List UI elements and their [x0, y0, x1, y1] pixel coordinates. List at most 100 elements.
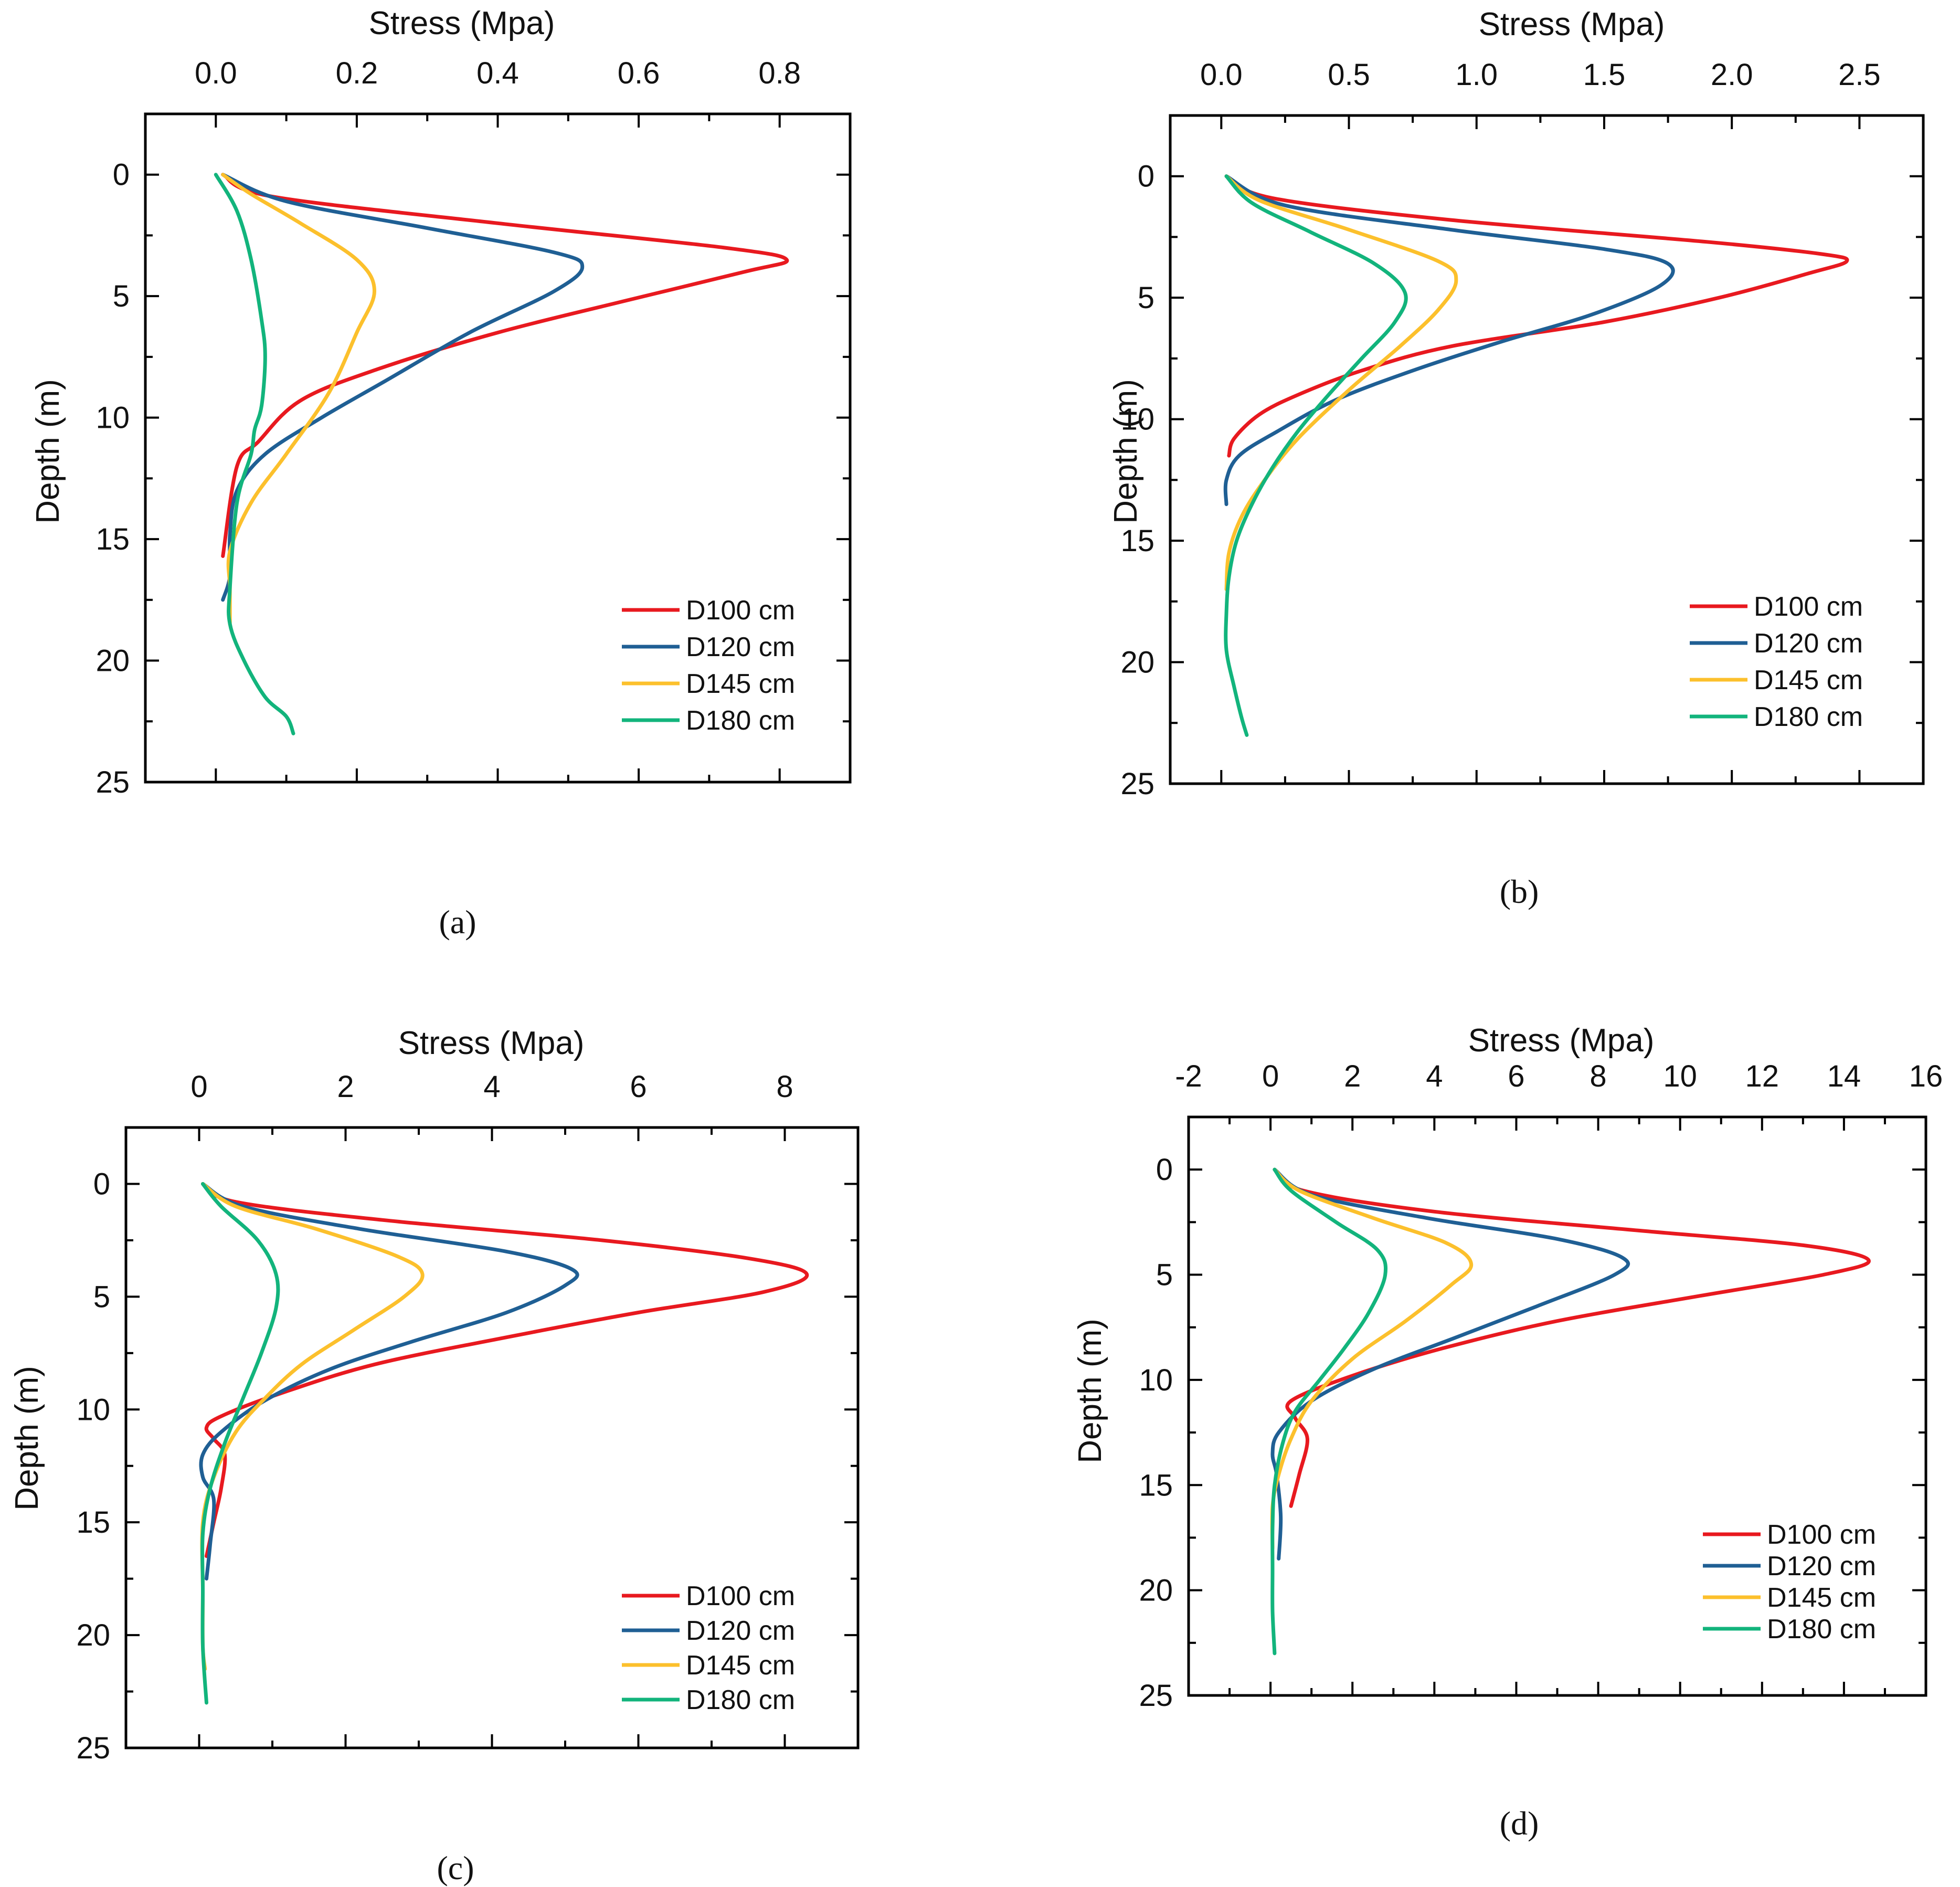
x-tick-label: 0.0	[195, 56, 237, 90]
y-tick-label: 10	[1120, 403, 1154, 437]
legend-label: D180 cm	[686, 1685, 795, 1715]
legend-label: D145 cm	[686, 1650, 795, 1681]
y-tick-label: 25	[1139, 1679, 1173, 1713]
series-line-d120-cm	[1270, 1167, 1630, 1561]
x-tick-label: 2	[337, 1070, 354, 1104]
x-tick-label: 0.2	[336, 56, 378, 90]
legend-label: D120 cm	[1767, 1551, 1876, 1582]
y-tick-label: 15	[1120, 524, 1154, 558]
panel-b-xlabel: Stress (Mpa)	[1479, 6, 1665, 43]
y-tick-label: 10	[1139, 1363, 1173, 1397]
y-tick-label: 10	[96, 401, 130, 435]
legend-label: D145 cm	[1754, 665, 1863, 695]
y-tick-label: 5	[93, 1280, 110, 1314]
series-line-d145-cm	[221, 173, 376, 626]
series-line-d180-cm	[200, 1182, 280, 1705]
panel-b: 0.0 0.5 1.0 1.5 2.0 2.5 0 5 10 15 20 25 D100 cm D120 …	[1108, 6, 1925, 910]
legend-label: D180 cm	[1754, 702, 1863, 732]
series-line-d180-cm	[1224, 174, 1408, 737]
y-tick-label: 5	[1138, 281, 1154, 315]
y-tick-label: 20	[96, 644, 130, 678]
legend: D100 cm D120 cm D145 cm D180 cm	[622, 1581, 795, 1715]
x-tick-label: -2	[1175, 1059, 1202, 1093]
x-tick-label: 2.5	[1838, 58, 1881, 92]
x-tick-label: 12	[1745, 1059, 1779, 1093]
x-tick-label: 2	[1344, 1059, 1361, 1093]
legend-label: D180 cm	[1767, 1614, 1876, 1644]
series-line-d100-cm	[221, 173, 789, 558]
panel-d-xlabel: Stress (Mpa)	[1468, 1022, 1655, 1059]
x-tick-label: 0.6	[618, 56, 660, 90]
series-line-d145-cm	[1270, 1167, 1474, 1550]
y-tick-label: 5	[113, 279, 130, 313]
y-tick-label: 5	[1156, 1258, 1173, 1292]
x-tick-label: 16	[1909, 1059, 1943, 1093]
series-line-d120-cm	[199, 1182, 579, 1581]
legend-label: D180 cm	[686, 705, 795, 736]
x-tick-label: 8	[776, 1070, 793, 1104]
legend-label: D145 cm	[686, 669, 795, 699]
legend-label: D100 cm	[686, 1581, 795, 1611]
x-tick-label: 2.0	[1711, 58, 1753, 92]
legend-label: D120 cm	[686, 632, 795, 662]
panel-c-caption: (c)	[437, 1849, 474, 1886]
legend-label: D120 cm	[1754, 628, 1863, 659]
series-line-d180-cm	[1270, 1167, 1388, 1656]
legend-label: D145 cm	[1767, 1583, 1876, 1613]
panel-c-xlabel: Stress (Mpa)	[398, 1025, 585, 1061]
y-tick-label: 20	[1120, 646, 1154, 680]
x-tick-label: 0.4	[476, 56, 519, 90]
panel-c-plot: 0 2 4 6 8 0 5 10 15 20 25 D100 cm D120 cm D145 cm D180…	[76, 1070, 860, 1765]
x-tick-label: 0.8	[758, 56, 801, 90]
legend-label: D100 cm	[1767, 1520, 1876, 1550]
y-tick-label: 15	[76, 1505, 110, 1540]
x-tick-label: 6	[630, 1070, 647, 1104]
x-tick-label: 6	[1508, 1059, 1524, 1093]
x-tick-label: 0	[1262, 1059, 1279, 1093]
y-tick-label: 0	[93, 1167, 110, 1201]
panel-b-plot: 0.0 0.5 1.0 1.5 2.0 2.5 0 5 10 15 20 25 D100 cm D120 …	[1120, 58, 1925, 801]
series-line-d120-cm	[221, 173, 585, 602]
panel-c-ylabel: Depth (m)	[9, 1366, 45, 1511]
y-tick-label: 20	[76, 1618, 110, 1652]
panel-c: 0 2 4 6 8 0 5 10 15 20 25 D100 cm D120 cm D145 cm D180…	[9, 1025, 860, 1886]
x-tick-label: 0.0	[1200, 58, 1243, 92]
legend: D100 cm D120 cm D145 cm D180 cm	[622, 595, 795, 736]
panel-d-caption: (d)	[1500, 1805, 1539, 1842]
x-tick-label: 4	[1426, 1059, 1443, 1093]
panel-b-ylabel: Depth (m)	[1108, 379, 1144, 524]
x-tick-label: 10	[1663, 1059, 1697, 1093]
x-tick-label: 14	[1827, 1059, 1861, 1093]
series-line-d180-cm	[214, 173, 295, 735]
y-tick-label: 10	[76, 1393, 110, 1427]
legend-label: D100 cm	[686, 595, 795, 626]
x-tick-label: 1.5	[1583, 58, 1626, 92]
y-tick-label: 0	[113, 158, 130, 192]
y-tick-label: 25	[76, 1731, 110, 1765]
y-tick-label: 20	[1139, 1574, 1173, 1608]
y-tick-label: 25	[96, 765, 130, 799]
y-tick-label: 15	[1139, 1468, 1173, 1502]
panel-d-ylabel: Depth (m)	[1072, 1319, 1108, 1463]
legend-label: D120 cm	[686, 1616, 795, 1646]
panel-a-xlabel: Stress (Mpa)	[369, 5, 555, 41]
y-tick-label: 0	[1138, 160, 1154, 194]
panel-a-ylabel: Depth (m)	[30, 379, 66, 524]
x-tick-label: 0.5	[1328, 58, 1370, 92]
panel-a-caption: (a)	[439, 903, 476, 941]
y-tick-label: 15	[96, 522, 130, 556]
y-tick-label: 25	[1120, 767, 1154, 801]
y-tick-label: 0	[1156, 1153, 1173, 1187]
series-line-d145-cm	[1224, 174, 1458, 592]
series-line-d100-cm	[1224, 174, 1849, 458]
series-line-d100-cm	[1273, 1167, 1871, 1508]
plot-frame	[1169, 114, 1925, 785]
x-tick-label: 8	[1590, 1059, 1606, 1093]
